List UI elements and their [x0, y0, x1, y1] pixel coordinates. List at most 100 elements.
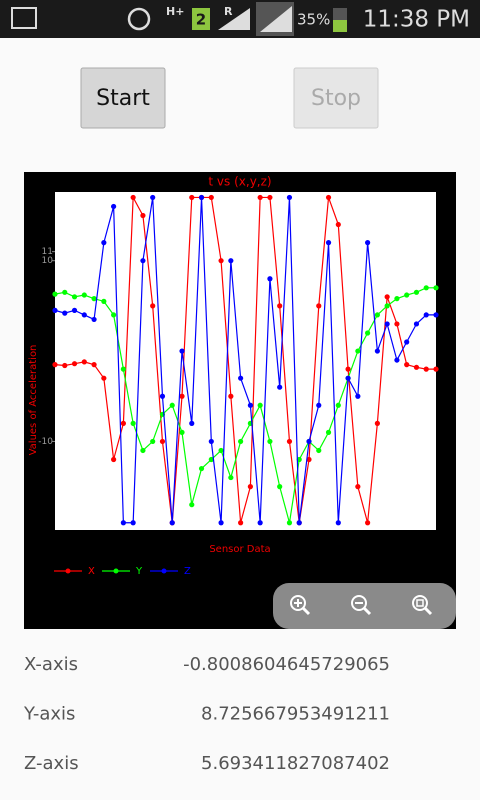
data-point: [71, 361, 78, 367]
legend-label: X: [88, 566, 95, 577]
series-line: [54, 195, 436, 523]
data-point: [247, 402, 253, 408]
data-point: [384, 321, 390, 327]
data-point: [52, 362, 58, 368]
data-point: [111, 312, 117, 318]
start-button[interactable]: [80, 67, 166, 129]
reading-value: 5.693411827087402: [201, 753, 390, 774]
data-point: [355, 348, 361, 354]
data-point: [179, 348, 185, 354]
data-point: [413, 289, 420, 295]
data-point: [62, 310, 68, 316]
data-point: [81, 312, 87, 318]
data-point: [404, 292, 410, 298]
data-point: [267, 194, 273, 201]
data-point: [218, 258, 224, 264]
data-point: [404, 339, 410, 345]
data-point: [120, 420, 126, 426]
legend-marker: [65, 568, 71, 574]
data-point: [365, 330, 371, 336]
data-point: [198, 465, 205, 472]
data-point: [384, 294, 390, 300]
data-point: [374, 312, 380, 318]
data-point: [257, 520, 263, 526]
zoom-in[interactable]: [290, 595, 311, 616]
data-point: [355, 484, 361, 490]
data-point: [394, 357, 400, 363]
data-point: [120, 366, 126, 372]
data-point: [111, 456, 117, 463]
roaming: R: [224, 5, 233, 18]
data-point: [130, 194, 136, 201]
data-point: [179, 393, 185, 399]
legend-label: Y: [135, 566, 143, 577]
data-point: [423, 285, 429, 291]
stop-button[interactable]: [293, 67, 379, 129]
data-point: [101, 375, 107, 381]
data-point: [189, 194, 195, 201]
data-point: [62, 362, 68, 369]
data-point: [247, 484, 253, 490]
data-point: [208, 438, 214, 445]
data-point: [228, 258, 234, 264]
stop-label[interactable]: Stop: [311, 86, 361, 111]
data-point: [325, 240, 332, 246]
data-point: [423, 366, 429, 372]
legend: X Y Z: [54, 566, 191, 577]
y-axis-label: Values of Acceleration: [28, 345, 39, 456]
data-point: [365, 240, 371, 246]
data-point: [159, 438, 166, 445]
series-line: [54, 197, 436, 524]
data-point: [179, 429, 185, 435]
plot-area: [55, 192, 436, 530]
data-point: [238, 520, 244, 526]
data-point: [335, 520, 341, 526]
data-point: [140, 447, 146, 454]
data-point: [316, 447, 322, 454]
zoom-out[interactable]: [351, 595, 372, 616]
data-point: [296, 520, 302, 526]
data-point: [325, 194, 332, 201]
data-point: [365, 520, 371, 526]
data-point: [286, 194, 293, 201]
data-point: [394, 321, 400, 327]
chart-title: t vs (x,y,z): [208, 175, 271, 189]
data-point: [71, 294, 78, 300]
data-point: [208, 456, 214, 463]
data-point: [374, 348, 380, 354]
legend-label: Z: [184, 566, 191, 577]
data-point: [394, 296, 400, 302]
data-point: [91, 316, 97, 323]
data-point: [316, 402, 322, 408]
data-point: [150, 194, 156, 201]
data-point: [267, 276, 273, 282]
data-point: [413, 364, 420, 370]
data-point: [306, 456, 312, 463]
data-point: [286, 438, 293, 445]
battery-level: [333, 20, 347, 32]
data-point: [101, 298, 107, 304]
sim-icon: [192, 8, 210, 30]
y-tick-label: 11: [42, 247, 53, 257]
reading-label: Z-axis: [24, 753, 79, 774]
reading-label: X-axis: [24, 654, 78, 675]
data-point: [130, 420, 136, 426]
data-point: [238, 438, 244, 445]
data-point: [208, 194, 214, 201]
data-point: [335, 402, 341, 408]
gallery-icon: [11, 7, 37, 29]
data-point: [101, 240, 107, 246]
data-point: [140, 212, 146, 219]
network-type: H+: [166, 5, 184, 18]
data-point: [355, 393, 361, 399]
clock: 11:38 PM: [363, 7, 470, 33]
data-point: [228, 393, 234, 399]
data-point: [257, 402, 263, 408]
data-point: [169, 402, 175, 408]
alarm-icon: [127, 7, 151, 31]
reading-label: Y-axis: [23, 704, 75, 725]
start-label[interactable]: Start: [96, 86, 150, 111]
data-point: [404, 362, 410, 368]
zoom-reset[interactable]: [412, 595, 433, 616]
